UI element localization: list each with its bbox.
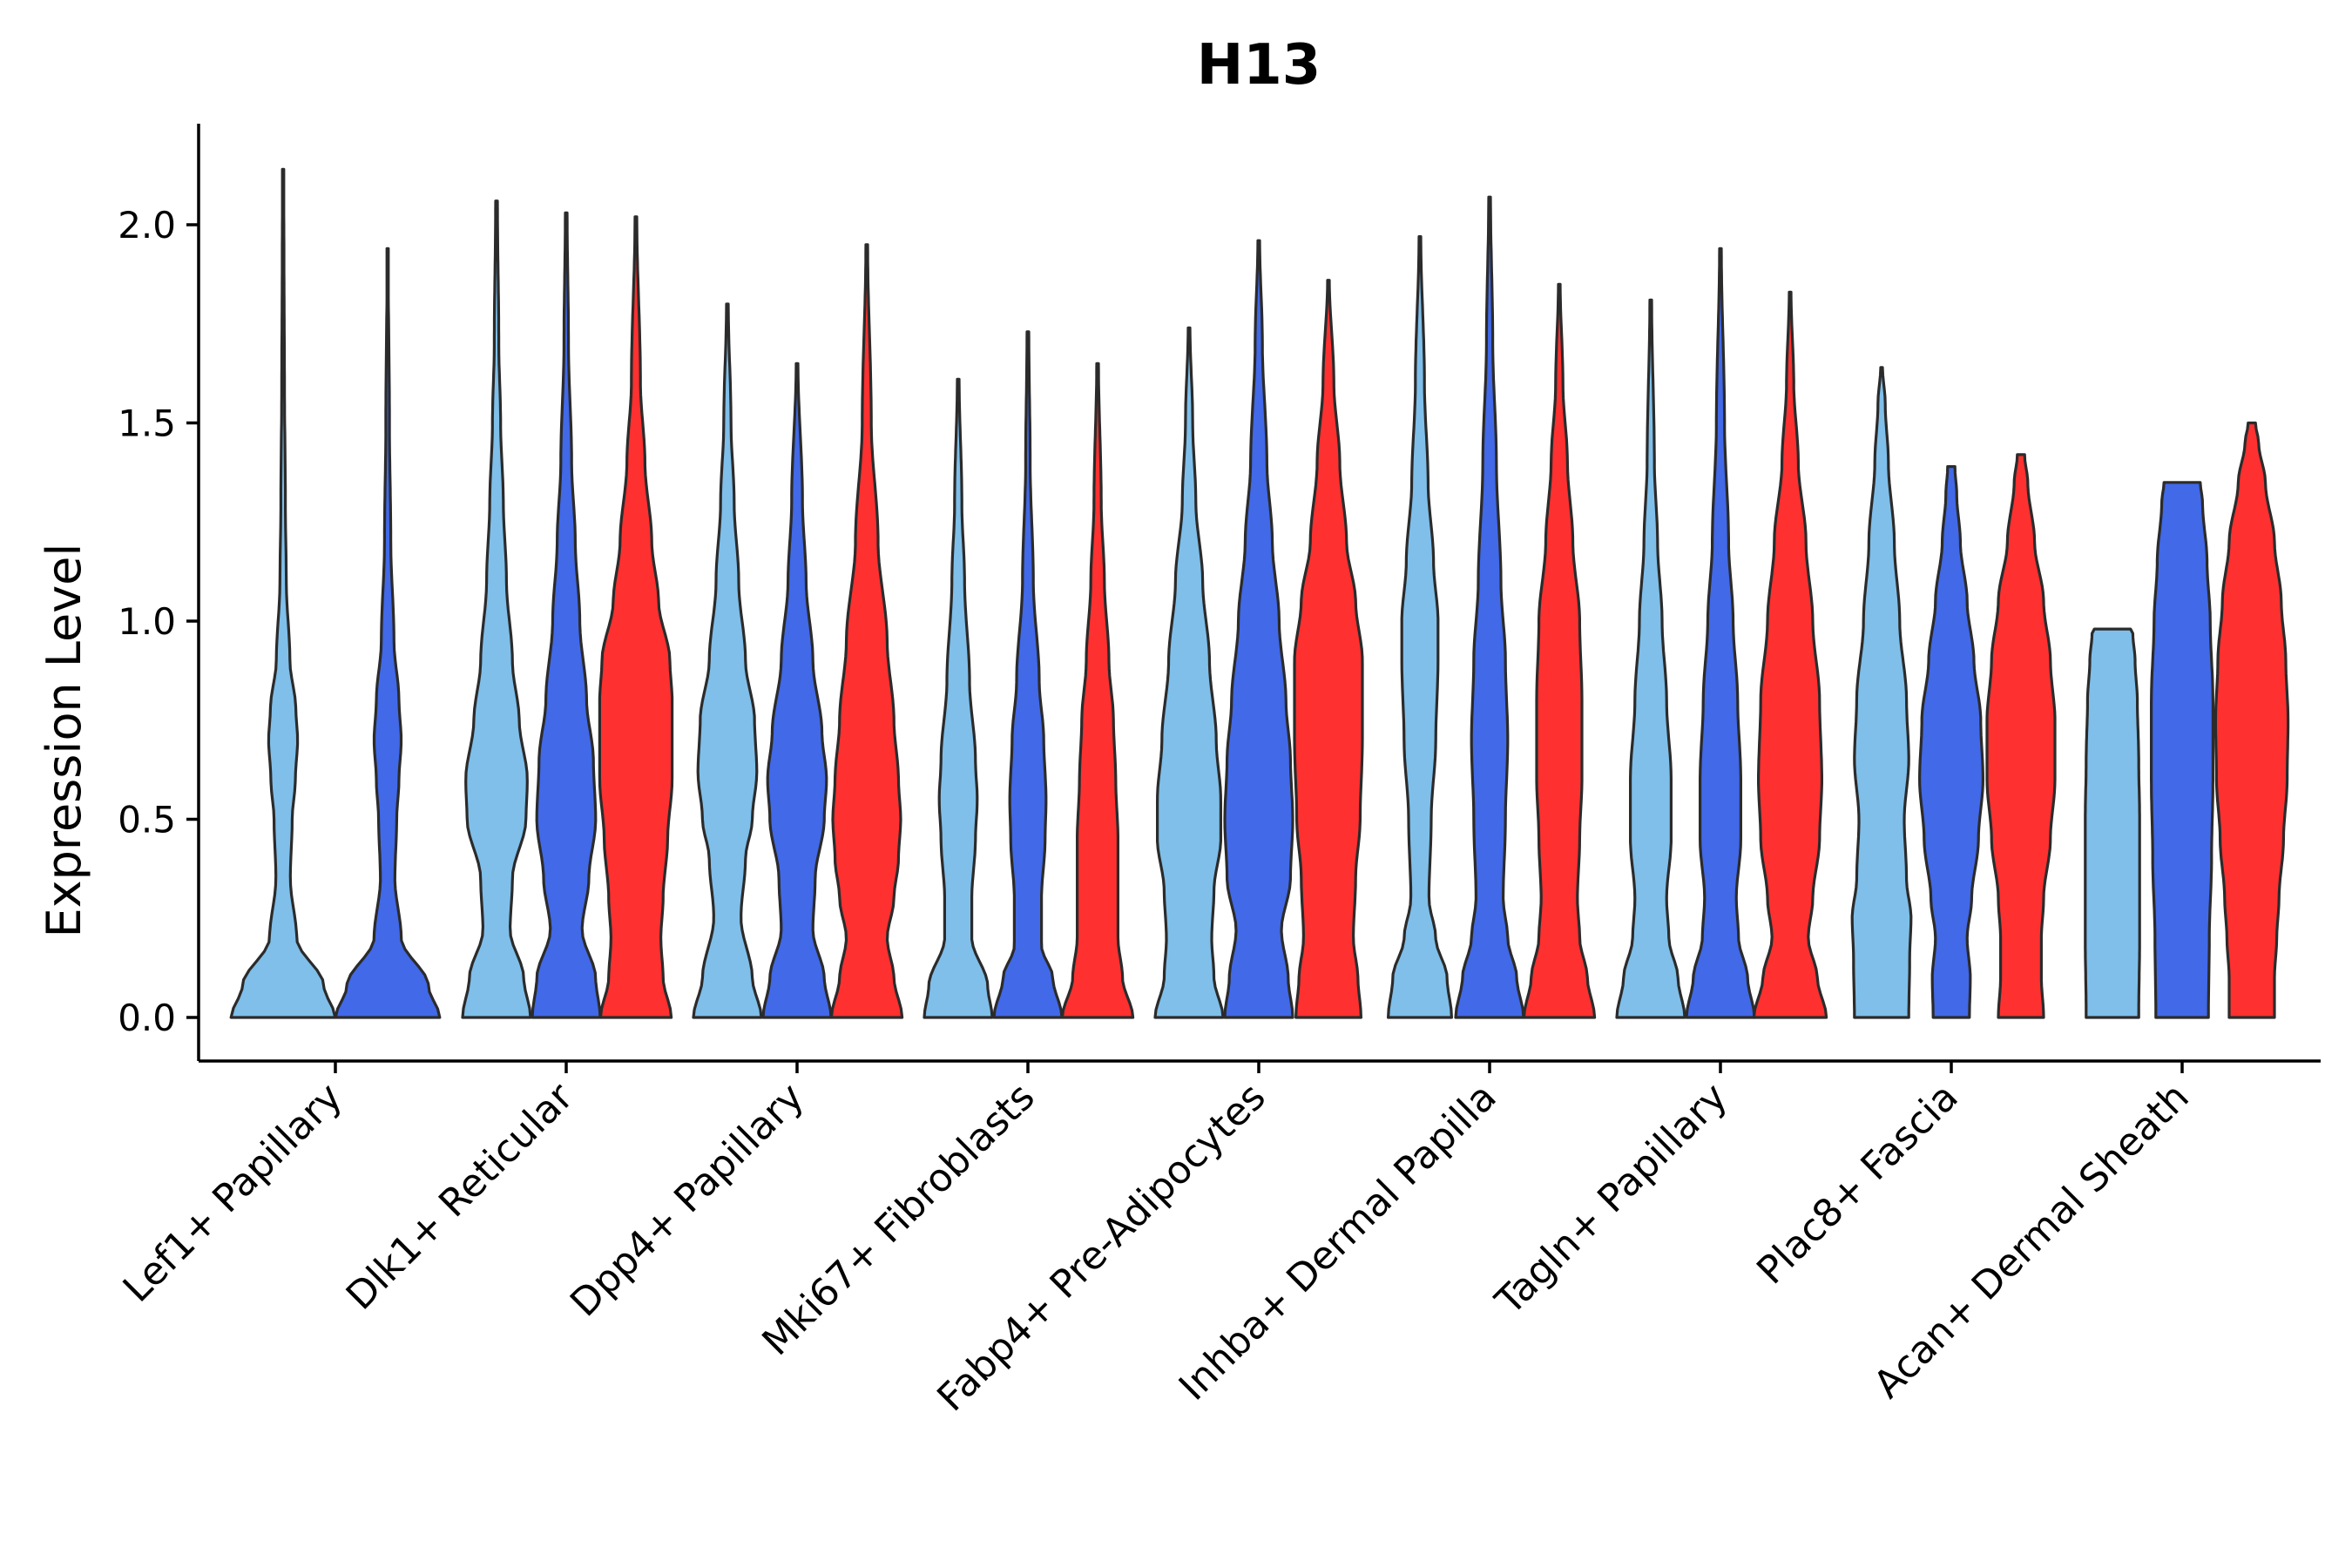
violin-3-8 (1985, 453, 2057, 1019)
violin-1-9 (2084, 627, 2141, 1019)
violin-3-7 (1752, 290, 1828, 1019)
y-tick-label: 0.5 (118, 799, 176, 841)
violin-1-4 (923, 377, 994, 1019)
y-tick-label: 1.5 (118, 402, 176, 445)
x-tick-label: Dpp4+ Papillary (562, 1075, 813, 1326)
violin-3-9 (2213, 421, 2290, 1019)
y-tick-label: 0.0 (118, 997, 176, 1039)
x-tick-label: Plac8+ Fascia (1748, 1075, 1967, 1294)
y-tick-label: 2.0 (118, 204, 176, 247)
chart-title: H13 (1197, 33, 1321, 98)
y-axis-label: Expression Level (37, 544, 91, 938)
violin-1-7 (1615, 298, 1686, 1019)
violin-1-3 (692, 302, 763, 1019)
violin-1-6 (1387, 235, 1453, 1019)
violin-1-1 (229, 167, 337, 1019)
violin-3-4 (1060, 362, 1135, 1019)
violin-1-2 (461, 199, 532, 1019)
violin-2-9 (2150, 481, 2214, 1019)
violin-2-1 (334, 247, 442, 1019)
x-tick-label: Tagln+ Papillary (1487, 1075, 1736, 1324)
violin-3-3 (829, 243, 904, 1019)
violin-2-3 (761, 362, 833, 1019)
violin-2-5 (1223, 239, 1294, 1019)
violin-2-8 (1918, 465, 1984, 1019)
violin-3-2 (598, 215, 674, 1019)
violin-2-4 (992, 330, 1064, 1019)
violin-1-5 (1153, 326, 1225, 1019)
y-tick-label: 1.0 (118, 600, 176, 643)
violin-1-8 (1850, 366, 1913, 1019)
x-tick-label: Dlk1+ Reticular (338, 1074, 583, 1319)
violin-2-6 (1454, 195, 1525, 1019)
violin-2-7 (1685, 247, 1756, 1019)
violin-3-5 (1293, 279, 1364, 1019)
violin-2-2 (531, 211, 602, 1019)
y-axis: 0.0 0.5 1.0 1.5 2.0 (118, 124, 200, 1061)
violin-layer (229, 167, 2290, 1019)
violin-3-6 (1522, 282, 1597, 1019)
x-tick-label: Lef1+ Papillary (115, 1075, 351, 1311)
